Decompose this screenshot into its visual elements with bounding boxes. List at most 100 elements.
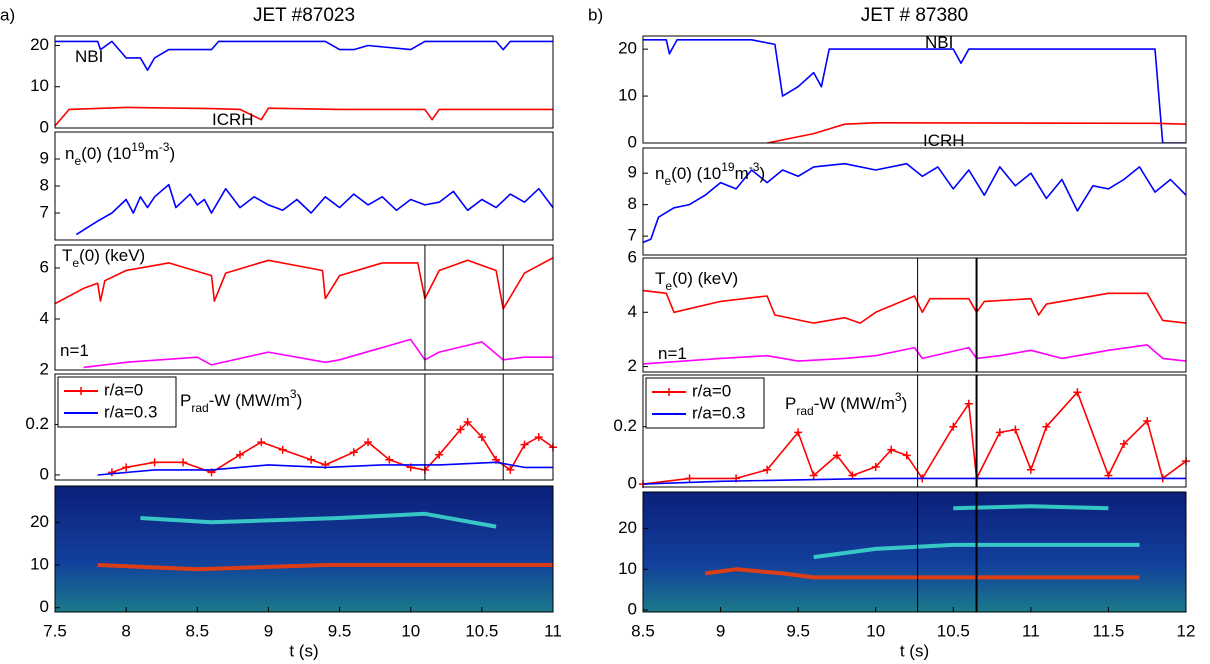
y-tick-label: 8 [40,175,49,194]
data-point [763,465,772,474]
x-tick-label: 9 [716,621,725,640]
data-point [1026,465,1035,474]
data-point [995,428,1004,437]
annotation-part: 19 [721,160,735,174]
annotation-part: (0) (keV) [672,269,738,288]
highlight-box [424,244,504,371]
legend-label: r/a=0 [104,380,143,399]
annotation-part: ) [169,144,175,163]
x-tick-label: 9 [264,621,273,640]
series-line [55,106,553,127]
data-point [122,463,131,472]
data-point [902,451,911,460]
y-tick-label: 20 [618,39,637,58]
annotation-part: 19 [131,140,145,154]
spectral-mode [813,542,1140,560]
legend-label: r/a=0.3 [104,402,157,421]
annotation-part: -3 [159,140,170,154]
annotation-part: 3 [895,390,902,404]
data-point [435,450,444,459]
data-point [832,451,841,460]
annotation-part: P [180,391,191,410]
annotation-part: e [74,154,81,168]
y-tick-label: 2 [628,356,637,375]
annotation-part: (0) (10 [671,164,721,183]
y-tick-label: 20 [30,35,49,54]
series-line [643,39,1186,143]
chart-title: JET # 87380 [861,5,968,26]
data-point [1143,416,1152,425]
annotation-part: ) [759,164,765,183]
data-point [685,474,694,483]
data-point [534,433,543,442]
annotation-part: e [665,279,672,293]
panel: a) JET #87023 0 10 20 NBI ICRH [0,5,554,136]
data-point [257,438,266,447]
series-line [83,338,553,369]
y-tick-label: 4 [628,302,637,321]
data-point [463,417,472,426]
annotation-part: T [62,246,72,265]
legend-box [645,377,765,429]
axes-frame [642,257,1187,373]
data-point [385,455,394,464]
spectrogram-background [643,492,1186,612]
series-line [643,162,1186,244]
legend-marker [77,387,85,395]
data-point [364,438,373,447]
annotation-part: P [785,394,796,413]
annotation: ICRH [923,131,965,150]
annotation-part: rad [796,404,813,418]
x-axis-label: t (s) [289,641,318,660]
annotation-part: NBI [925,33,953,52]
annotation: Prad-W (MW/m3) [180,387,302,415]
panel: b) JET # 87380 0 10 20 NBI ICRH [588,5,1187,151]
x-tick-label: 9.5 [786,621,810,640]
data-point [1042,422,1051,431]
spectrogram-background [55,486,553,612]
y-tick-label: 4 [40,308,49,327]
panel: 0 10 20 8.5 9 9.5 10 10.5 11 11.5 12 t (s) [618,491,1195,660]
y-tick-label: 0 [40,464,49,483]
data-point [1073,388,1082,397]
data-point [179,458,188,467]
data-point [506,465,515,474]
x-tick-label: 8.5 [631,621,655,640]
annotation-part: 3 [290,387,297,401]
axes-frame [642,374,1187,488]
annotation-part: -3 [749,160,760,174]
annotation: n=1 [60,341,89,360]
annotation-part: ) [902,394,908,413]
annotation-part: -W (MW/m [814,394,895,413]
data-point [456,425,465,434]
annotation-part: e [664,174,671,188]
annotation-part: ICRH [212,110,254,129]
axes-frame [642,147,1187,256]
y-tick-label: 10 [618,86,637,105]
x-tick-label: 8.5 [185,621,209,640]
annotation-part: T [655,269,665,288]
y-tick-label: 0 [40,117,49,136]
series-line [643,289,1186,324]
annotation: NBI [75,47,103,66]
x-tick-label: 9.5 [328,621,352,640]
annotation-part: -W (MW/m [209,391,290,410]
panel: 0 0.2 Prad-W (MW/m3) r/a=0 r/a=0.3 [25,373,557,483]
series-line [55,40,553,71]
spectral-mode [953,504,1109,511]
annotation: Te(0) (keV) [655,269,738,293]
y-tick-label: 8 [628,194,637,213]
y-tick-label: 10 [30,555,49,574]
annotation: n=1 [658,344,687,363]
axes-frame [642,35,1187,144]
legend-marker [665,388,673,396]
y-tick-label: 0 [628,474,637,493]
legend-label: r/a=0 [692,381,731,400]
x-tick-label: 10 [866,621,885,640]
panel: 0 10 20 7.5 8 8.5 9 9.5 10 10.5 11 t (s) [30,485,562,660]
y-tick-label: 6 [40,257,49,276]
data-point [794,428,803,437]
annotation: Te(0) (keV) [62,246,145,270]
annotation: Prad-W (MW/m3) [785,390,907,418]
